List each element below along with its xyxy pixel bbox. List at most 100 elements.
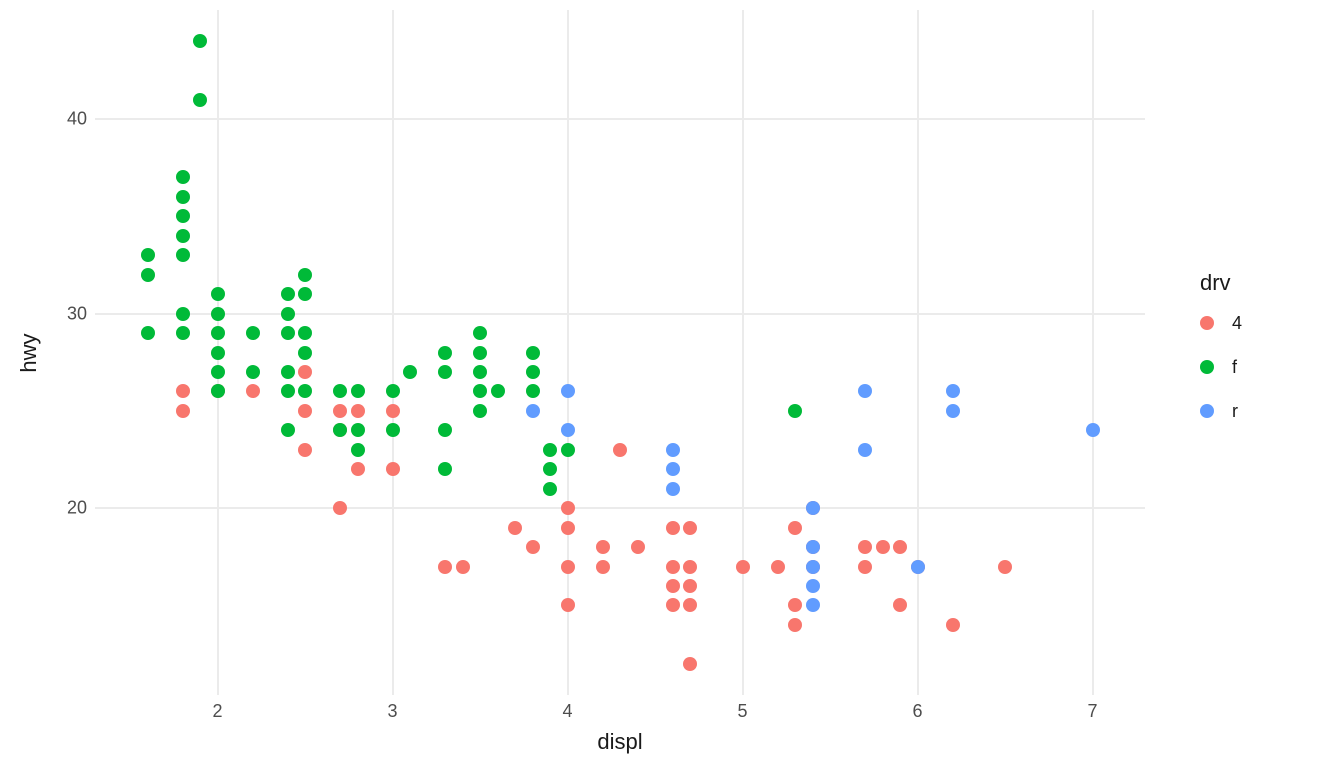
gridline-v xyxy=(1092,10,1094,695)
scatter-point xyxy=(281,423,295,437)
scatter-point xyxy=(543,482,557,496)
x-axis-title: displ xyxy=(597,729,642,755)
plot-panel xyxy=(95,10,1145,695)
scatter-point xyxy=(788,618,802,632)
scatter-point xyxy=(858,540,872,554)
scatter-point xyxy=(631,540,645,554)
scatter-point xyxy=(193,93,207,107)
scatter-point xyxy=(508,521,522,535)
scatter-point xyxy=(858,443,872,457)
scatter-point xyxy=(526,540,540,554)
scatter-point xyxy=(351,443,365,457)
scatter-point xyxy=(211,365,225,379)
scatter-point xyxy=(788,404,802,418)
scatter-point xyxy=(561,423,575,437)
scatter-point xyxy=(561,501,575,515)
scatter-point xyxy=(666,482,680,496)
scatter-point xyxy=(543,462,557,476)
scatter-point xyxy=(211,346,225,360)
scatter-point xyxy=(946,384,960,398)
scatter-point xyxy=(561,384,575,398)
scatter-point xyxy=(666,560,680,574)
gridline-v xyxy=(392,10,394,695)
scatter-point xyxy=(281,326,295,340)
scatter-point xyxy=(351,404,365,418)
y-tick-label: 20 xyxy=(67,498,87,519)
scatter-point xyxy=(438,462,452,476)
scatter-point xyxy=(176,209,190,223)
scatter-point xyxy=(666,598,680,612)
scatter-point xyxy=(211,307,225,321)
scatter-point xyxy=(561,443,575,457)
legend-swatch xyxy=(1200,360,1214,374)
scatter-point xyxy=(473,326,487,340)
scatter-point xyxy=(211,384,225,398)
scatter-point xyxy=(806,560,820,574)
scatter-point xyxy=(351,423,365,437)
scatter-point xyxy=(281,307,295,321)
scatter-point xyxy=(456,560,470,574)
scatter-point xyxy=(666,462,680,476)
scatter-point xyxy=(438,365,452,379)
gridline-h xyxy=(95,313,1145,315)
scatter-point xyxy=(298,287,312,301)
scatter-point xyxy=(526,384,540,398)
scatter-point xyxy=(298,404,312,418)
scatter-point xyxy=(176,248,190,262)
scatter-point xyxy=(473,404,487,418)
y-tick-label: 30 xyxy=(67,303,87,324)
scatter-point xyxy=(438,423,452,437)
legend-entry: r xyxy=(1200,398,1238,424)
scatter-point xyxy=(176,404,190,418)
scatter-point xyxy=(998,560,1012,574)
scatter-point xyxy=(788,598,802,612)
x-tick-label: 7 xyxy=(1087,701,1097,722)
x-tick-label: 2 xyxy=(212,701,222,722)
scatter-point xyxy=(176,326,190,340)
scatter-point xyxy=(176,170,190,184)
scatter-point xyxy=(876,540,890,554)
scatter-point xyxy=(806,598,820,612)
scatter-point xyxy=(473,346,487,360)
scatter-point xyxy=(596,560,610,574)
y-tick-label: 40 xyxy=(67,108,87,129)
scatter-point xyxy=(386,423,400,437)
scatter-point xyxy=(491,384,505,398)
legend-label: r xyxy=(1232,401,1238,422)
scatter-point xyxy=(526,365,540,379)
scatter-point xyxy=(666,521,680,535)
scatter-point xyxy=(333,384,347,398)
scatter-point xyxy=(176,229,190,243)
legend-entry: f xyxy=(1200,354,1237,380)
scatter-point xyxy=(193,34,207,48)
scatter-point xyxy=(613,443,627,457)
scatter-point xyxy=(893,598,907,612)
x-tick-label: 5 xyxy=(737,701,747,722)
scatter-point xyxy=(596,540,610,554)
scatter-point xyxy=(211,287,225,301)
scatter-point xyxy=(683,598,697,612)
legend-entry: 4 xyxy=(1200,310,1242,336)
scatter-point xyxy=(526,346,540,360)
scatter-point xyxy=(683,560,697,574)
scatter-point xyxy=(403,365,417,379)
scatter-point xyxy=(298,443,312,457)
scatter-point xyxy=(298,384,312,398)
scatter-point xyxy=(473,365,487,379)
scatter-point xyxy=(333,501,347,515)
scatter-point xyxy=(771,560,785,574)
scatter-point xyxy=(141,248,155,262)
scatter-point xyxy=(788,521,802,535)
scatter-point xyxy=(246,384,260,398)
scatter-point xyxy=(806,579,820,593)
scatter-point xyxy=(561,598,575,612)
scatter-point xyxy=(333,423,347,437)
scatter-point xyxy=(281,287,295,301)
scatter-point xyxy=(298,326,312,340)
x-tick-label: 3 xyxy=(387,701,397,722)
scatter-point xyxy=(893,540,907,554)
scatter-point xyxy=(666,443,680,457)
scatter-point xyxy=(176,190,190,204)
scatter-point xyxy=(806,540,820,554)
scatter-point xyxy=(858,560,872,574)
